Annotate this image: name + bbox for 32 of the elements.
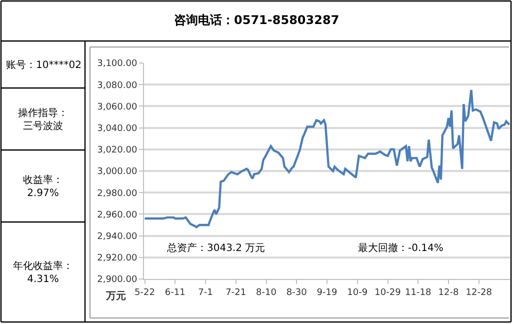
x-tick-label: 8-30	[286, 288, 308, 298]
x-tick-label: 12-28	[466, 288, 492, 298]
y-tick-label: 2,900.00	[97, 275, 138, 286]
chart-title: 咨询电话：0571-85803287	[174, 13, 340, 27]
y-tick-label: 3,020.00	[97, 146, 138, 156]
x-tick-label: 7-21	[226, 288, 246, 298]
text: 账号：10****02	[6, 59, 82, 71]
y-tick-label: 2,980.00	[97, 188, 138, 199]
x-tick-label: 9-19	[316, 288, 338, 298]
y-tick-label: 2,940.00	[97, 232, 138, 242]
text: 收益率：2.97%	[23, 174, 63, 199]
annotation: 总资产：3043.2 万元	[166, 242, 266, 254]
y-tick-label: 3,060.00	[97, 102, 138, 112]
x-tick-label: 6-11	[164, 288, 186, 298]
y-tick-label: 3,040.00	[97, 124, 138, 134]
y-tick-label: 3,000.00	[97, 167, 138, 178]
x-tick-label: 7-1	[198, 288, 213, 298]
y-axis-title: 万元	[105, 290, 126, 302]
text: 操作指导：三号波波	[18, 107, 68, 132]
x-tick-label: 5-22	[134, 288, 155, 298]
y-tick-label: 2,920.00	[97, 254, 138, 264]
y-tick-label: 3,100.00	[97, 59, 138, 70]
x-tick-label: 10-9	[347, 288, 368, 298]
text: 年化收益率：4.31%	[13, 260, 73, 285]
line-series	[144, 88, 510, 228]
x-tick-label: 11-18	[405, 288, 432, 298]
y-tick-label: 3,080.00	[97, 80, 138, 91]
x-tick-label: 10-29	[374, 288, 402, 298]
x-tick-label: 12-8	[438, 288, 459, 298]
annotation: 最大回撤：-0.14%	[358, 242, 444, 254]
x-tick-label: 8-10	[256, 288, 277, 298]
y-tick-label: 2,960.00	[97, 210, 138, 220]
